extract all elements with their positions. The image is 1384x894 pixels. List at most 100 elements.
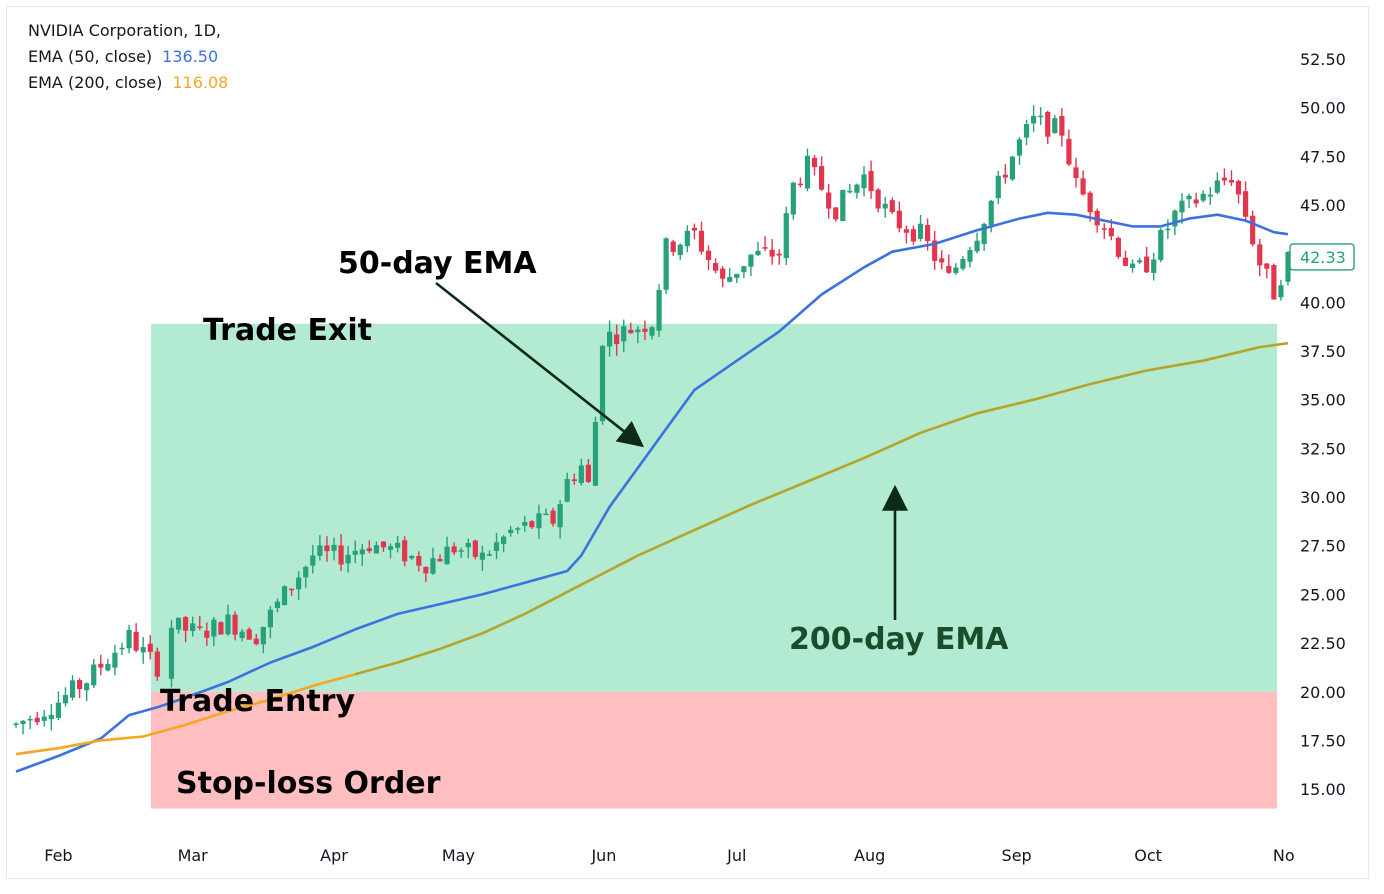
candle-body xyxy=(896,210,902,229)
y-tick-label: 40.00 xyxy=(1300,293,1346,312)
y-tick-label: 30.00 xyxy=(1300,488,1346,507)
candle-body xyxy=(875,189,881,209)
y-tick-label: 20.00 xyxy=(1300,683,1346,702)
candle-body xyxy=(748,254,754,267)
x-tick-label: Aug xyxy=(854,846,885,865)
candle-body xyxy=(1250,215,1256,245)
candle-body xyxy=(713,263,719,271)
y-tick-label: 17.50 xyxy=(1300,731,1346,750)
candle-body xyxy=(1172,210,1178,227)
candle-body xyxy=(1059,115,1065,136)
candle-body xyxy=(1271,265,1277,300)
candle-body xyxy=(352,550,358,555)
candle-body xyxy=(543,513,549,516)
plot-border xyxy=(6,6,1369,879)
candle-body xyxy=(578,465,584,484)
candle-body xyxy=(656,290,662,331)
candle-body xyxy=(260,626,266,645)
x-tick-label: May xyxy=(442,846,475,865)
y-tick-label: 27.50 xyxy=(1300,537,1346,556)
candle-body xyxy=(1235,180,1242,195)
candle-body xyxy=(423,566,429,574)
candle-body xyxy=(939,258,945,263)
candle-body xyxy=(190,623,196,632)
candle-body xyxy=(1158,230,1164,261)
candle-body xyxy=(649,327,655,336)
candle-body xyxy=(267,609,273,628)
y-tick-label: 22.50 xyxy=(1300,634,1346,653)
candle-body xyxy=(741,266,747,273)
candle-body xyxy=(995,175,1001,199)
candle-body xyxy=(20,720,26,724)
candle-body xyxy=(451,546,457,553)
candle-body xyxy=(465,542,471,548)
candle-body xyxy=(960,258,966,269)
candle-body xyxy=(1221,177,1227,181)
candle-body xyxy=(317,545,323,556)
candle-body xyxy=(536,513,542,529)
arrows-layer xyxy=(435,281,908,620)
candle-body xyxy=(550,510,556,524)
candle-body xyxy=(218,622,224,635)
candle-body xyxy=(345,554,351,564)
candle-body xyxy=(479,552,485,560)
candle-body xyxy=(988,200,994,226)
candle-body xyxy=(338,545,344,565)
candle-body xyxy=(444,546,450,565)
candle-body xyxy=(833,207,839,220)
candle-body xyxy=(1038,115,1044,118)
candle-body xyxy=(946,266,952,273)
candle-body xyxy=(493,542,500,551)
x-tick-label: Mar xyxy=(178,846,209,865)
candle-body xyxy=(1214,180,1220,193)
last-price-box xyxy=(1289,243,1355,271)
candle-body xyxy=(1115,237,1121,257)
candle-body xyxy=(1243,191,1249,217)
candle-body xyxy=(133,631,139,651)
candle-body xyxy=(776,253,782,256)
candle-body xyxy=(635,329,641,333)
candle-body xyxy=(296,577,302,590)
candle-body xyxy=(501,536,507,544)
candle-body xyxy=(458,550,464,552)
candle-body xyxy=(557,504,563,528)
candle-body xyxy=(112,652,118,668)
y-tick-label: 45.00 xyxy=(1300,196,1346,215)
candle-body xyxy=(366,548,372,552)
candle-body xyxy=(840,189,846,222)
candle-body xyxy=(1264,263,1270,269)
candle-body xyxy=(69,680,76,698)
candle-body xyxy=(387,546,394,550)
candle-body xyxy=(564,479,570,502)
candle-body xyxy=(126,629,132,649)
y-tick-label: 25.00 xyxy=(1300,585,1346,604)
candle-body xyxy=(698,230,705,252)
candle-body xyxy=(783,213,789,259)
x-tick-label: Jun xyxy=(590,846,616,865)
candle-body xyxy=(1009,156,1015,180)
last-price-text: 42.33 xyxy=(1300,248,1346,267)
candle-body xyxy=(684,230,690,247)
candle-body xyxy=(437,558,443,562)
zones-layer xyxy=(151,323,1277,809)
candle-body xyxy=(967,250,973,262)
candle-body xyxy=(310,555,316,566)
candle-body xyxy=(1144,256,1150,273)
candle-body xyxy=(91,664,97,686)
candle-body xyxy=(1052,118,1058,134)
candle-body xyxy=(1193,199,1199,204)
candle-body xyxy=(1179,200,1185,213)
candle-body xyxy=(508,529,514,533)
x-tick-label: Jul xyxy=(726,846,746,865)
y-axis: 52.5050.0047.5045.0042.5040.0037.5035.00… xyxy=(1300,50,1346,799)
candle-body xyxy=(847,190,853,193)
y-tick-label: 37.50 xyxy=(1300,342,1346,361)
candle-body xyxy=(211,619,217,637)
candle-body xyxy=(705,250,712,260)
candle-body xyxy=(1207,194,1213,197)
candle-body xyxy=(105,664,111,671)
candle-body xyxy=(663,238,669,290)
candle-body xyxy=(183,617,189,631)
candle-body xyxy=(607,331,613,347)
candle-body xyxy=(1257,244,1263,266)
